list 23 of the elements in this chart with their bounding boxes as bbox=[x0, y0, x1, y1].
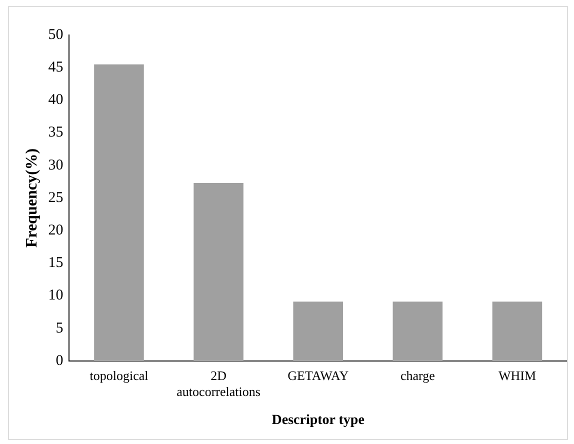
bar bbox=[194, 183, 244, 361]
x-tick-label: topological bbox=[90, 368, 149, 384]
y-tick-label: 30 bbox=[48, 157, 64, 174]
bar bbox=[293, 302, 343, 361]
y-tick-label: 45 bbox=[48, 60, 64, 76]
y-axis-title: Frequency(%) bbox=[24, 148, 41, 248]
bar bbox=[492, 302, 542, 361]
y-tick-label: 25 bbox=[48, 190, 64, 206]
y-tick-label: 40 bbox=[48, 92, 64, 108]
bar bbox=[94, 64, 144, 361]
bar bbox=[392, 302, 443, 361]
y-tick-label: 35 bbox=[48, 124, 64, 141]
y-tick-label: 0 bbox=[56, 352, 64, 369]
x-axis-title: Descriptor type bbox=[272, 413, 364, 428]
x-tick-label: charge bbox=[400, 368, 436, 384]
y-tick-label: 20 bbox=[48, 222, 64, 239]
x-tick-label: WHIM bbox=[498, 368, 536, 384]
x-tick-label: 2D autocorrelations bbox=[176, 368, 260, 399]
y-tick-label: 10 bbox=[48, 288, 64, 304]
x-tick-label: GETAWAY bbox=[288, 368, 350, 384]
y-tick-label: 15 bbox=[48, 255, 64, 272]
y-tick-label: 50 bbox=[48, 26, 64, 43]
y-tick-label: 5 bbox=[56, 320, 64, 336]
